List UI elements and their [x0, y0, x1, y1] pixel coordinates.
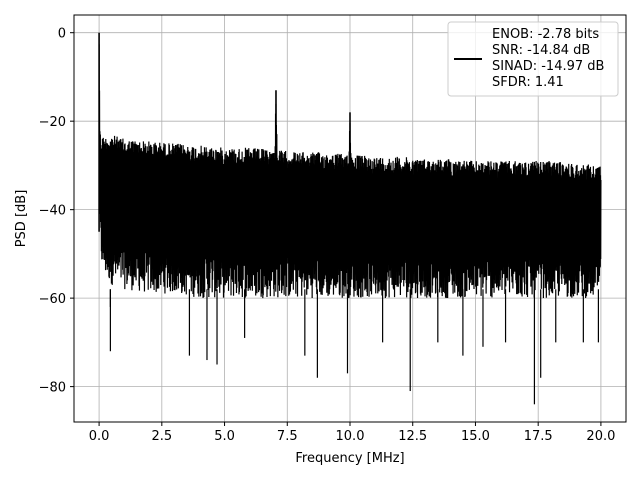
- legend-entry-line: SINAD: -14.97 dB: [492, 59, 604, 74]
- y-tick-label: −20: [39, 115, 66, 130]
- legend-entry-line: SFDR: 1.41: [492, 75, 564, 90]
- psd-series: [98, 32, 602, 405]
- x-tick-label: 15.0: [461, 429, 490, 444]
- y-axis-ticks: 0 −20 −40 −60 −80: [39, 27, 74, 396]
- legend-box: [447, 21, 619, 97]
- x-tick-label: 2.5: [151, 429, 172, 444]
- x-tick-label: 20.0: [586, 429, 615, 444]
- x-tick-label: 5.0: [214, 429, 235, 444]
- legend-entry-line: ENOB: -2.78 bits: [492, 27, 599, 42]
- y-tick-label: −60: [39, 292, 66, 307]
- x-tick-label: 10.0: [336, 429, 365, 444]
- x-axis-ticks: 0.0 2.5 5.0 7.5 10.0 12.5 15.0 17.5 20.0: [89, 422, 615, 444]
- y-tick-label: −40: [39, 204, 66, 219]
- x-tick-label: 12.5: [398, 429, 427, 444]
- x-tick-label: 0.0: [89, 429, 110, 444]
- y-tick-label: −80: [39, 381, 66, 396]
- x-tick-label: 7.5: [277, 429, 298, 444]
- legend-entry-line: SNR: -14.84 dB: [492, 43, 590, 58]
- x-axis-label: Frequency [MHz]: [295, 451, 404, 466]
- x-tick-label: 17.5: [524, 429, 553, 444]
- y-tick-label: 0: [58, 27, 66, 42]
- y-axis-label: PSD [dB]: [14, 190, 29, 248]
